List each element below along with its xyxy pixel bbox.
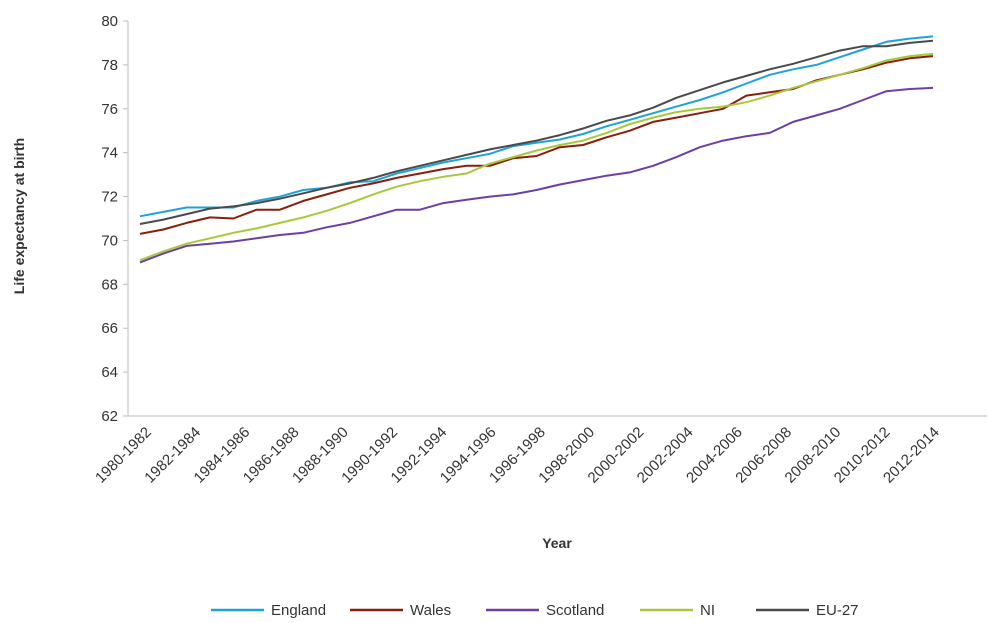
y-tick-label: 64 [101,364,118,381]
x-axis-ticks: 1980-19821982-19841984-19861986-19881988… [92,424,943,487]
legend-label: EU-27 [816,602,859,619]
y-tick-label: 62 [101,408,118,425]
legend-label: NI [700,602,715,619]
series-lines [139,35,934,264]
y-tick-label: 70 [101,232,118,249]
y-tick-label: 68 [101,276,118,293]
y-tick-label: 72 [101,189,118,206]
series-line-ni [139,52,934,262]
series-line-scotland [139,86,934,264]
x-axis-title: Year [542,535,572,551]
series-line-eu-27 [139,39,934,225]
y-axis-ticks: 62 64 66 68 70 72 74 76 78 80 [101,13,128,425]
y-tick-label: 78 [101,57,118,74]
y-tick-label: 66 [101,320,118,337]
y-tick-label: 76 [101,101,118,118]
legend-label: Wales [410,602,451,619]
y-axis-title: Life expectancy at birth [11,138,27,294]
y-tick-label: 74 [101,145,118,162]
legend: England Wales Scotland NI EU-27 [211,602,859,619]
legend-label: Scotland [546,602,604,619]
series-line-england [139,35,934,218]
y-tick-label: 80 [101,13,118,30]
legend-label: England [271,602,326,619]
